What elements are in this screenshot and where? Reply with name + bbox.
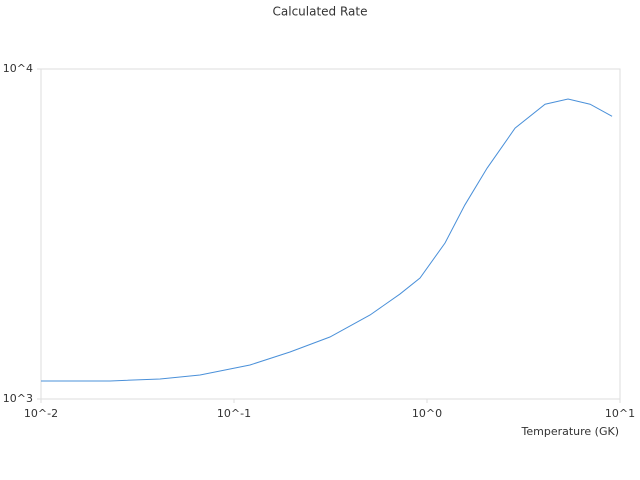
x-tick-label: 10^1 <box>605 407 635 420</box>
x-axis-label: Temperature (GK) <box>521 425 620 438</box>
x-tick-label: 10^0 <box>412 407 442 420</box>
plot-frame <box>40 68 621 400</box>
chart-title: Calculated Rate <box>273 5 368 19</box>
line-series <box>41 98 613 382</box>
y-tick-label: 10^4 <box>3 62 33 75</box>
x-tick-label: 10^-2 <box>24 407 58 420</box>
y-tick-label: 10^3 <box>3 392 33 405</box>
x-tick-label: 10^-1 <box>217 407 251 420</box>
